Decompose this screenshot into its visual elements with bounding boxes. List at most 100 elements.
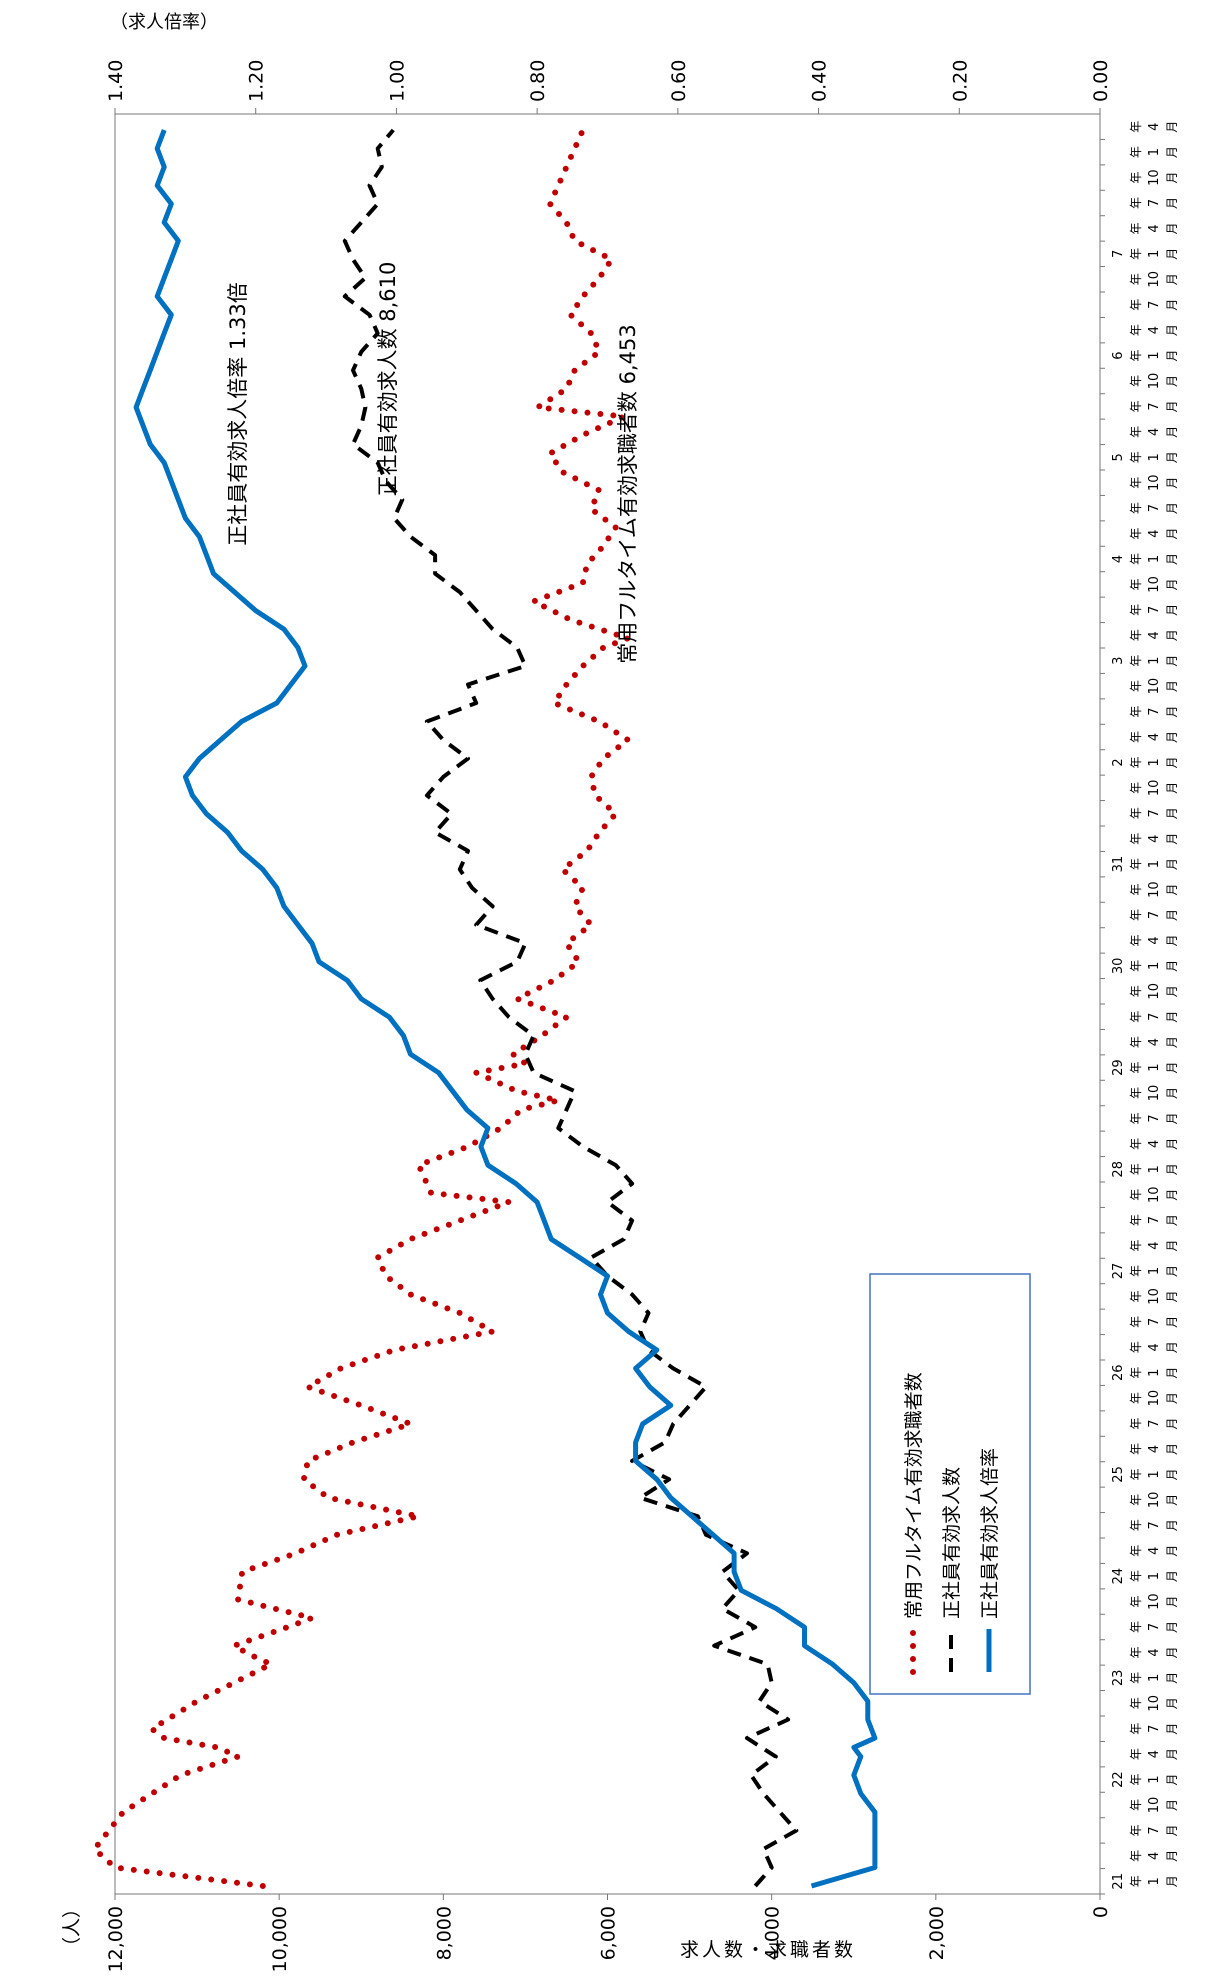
x-axis-month-char: 月 [1165,884,1179,896]
x-axis-month-label: 7 [1147,1826,1162,1834]
x-axis-year-char: 年 [1129,1468,1143,1480]
x-axis-month-char: 月 [1165,350,1179,362]
x-axis-month-label: 4 [1147,835,1162,843]
legend-entry-label: 正社員有効求人数 [941,1467,963,1619]
right-axis-tick-label: 0.20 [949,60,971,102]
x-axis-year-char: 年 [1129,934,1143,946]
x-axis-month-label: 10 [1147,1593,1162,1610]
x-axis-month-label: 1 [1147,860,1162,868]
x-axis-month-char: 月 [1165,756,1179,768]
x-axis-year-char: 年 [1129,782,1143,794]
x-axis-month-char: 月 [1165,172,1179,184]
right-axis-tick-label: 0.80 [527,60,549,102]
x-axis-month-char: 月 [1165,121,1179,133]
left-axis-tick-label: 12,000 [105,1906,127,1972]
x-axis-year-label: 22 [1111,1771,1126,1788]
x-axis-month-label: 1 [1147,453,1162,461]
x-axis-month-label: 4 [1147,1343,1162,1351]
x-axis-year-char: 年 [1129,1138,1143,1150]
x-axis-month-char: 月 [1165,1367,1179,1379]
x-axis-month-char: 月 [1165,1545,1179,1557]
x-axis-year-label: 25 [1111,1466,1126,1483]
x-axis-month-char: 月 [1165,909,1179,921]
x-axis-month-label: 7 [1147,1623,1162,1631]
x-axis-year-char: 年 [1129,222,1143,234]
x-axis-month-char: 月 [1165,477,1179,489]
x-axis-year-char: 年 [1129,1036,1143,1048]
x-axis-year-label: 6 [1111,351,1126,359]
x-axis-month-label: 1 [1147,1063,1162,1071]
x-axis-month-label: 1 [1147,1572,1162,1580]
x-axis-year-char: 年 [1129,731,1143,743]
x-axis-month-label: 4 [1147,631,1162,639]
x-axis-month-label: 10 [1147,983,1162,1000]
x-axis-month-label: 7 [1147,1216,1162,1224]
x-axis-year-char: 年 [1129,1392,1143,1404]
x-axis-year-char: 年 [1129,1367,1143,1379]
x-axis-year-label: 2 [1111,758,1126,766]
x-axis-year-char: 年 [1129,1850,1143,1862]
series-line-2 [342,128,799,1888]
x-axis-month-label: 4 [1147,326,1162,334]
right-axis-unit-label: （求人倍率） [110,12,218,33]
x-axis-year-char: 年 [1129,1341,1143,1353]
left-axis-tick-label: 2,000 [926,1906,948,1960]
x-axis-month-label: 10 [1147,1390,1162,1407]
legend-box [869,1273,1031,1695]
x-axis-year-label: 27 [1111,1263,1126,1280]
x-axis-month-char: 月 [1165,1774,1179,1786]
x-axis-year-char: 年 [1129,1316,1143,1328]
x-axis-month-label: 10 [1147,881,1162,898]
x-axis-month-char: 月 [1165,1062,1179,1074]
x-axis-month-label: 10 [1147,678,1162,695]
x-axis-month-char: 月 [1165,1265,1179,1277]
x-axis-year-char: 年 [1129,655,1143,667]
x-axis-year-char: 年 [1129,146,1143,158]
x-axis-year-char: 年 [1129,553,1143,565]
x-axis-year-char: 年 [1129,909,1143,921]
x-axis-year-char: 年 [1129,604,1143,616]
right-axis-tick-label: 1.20 [246,60,268,102]
x-axis-year-label: 30 [1111,958,1126,975]
x-axis-year-char: 年 [1129,1646,1143,1658]
x-axis-year-char: 年 [1129,756,1143,768]
left-axis-tick-label: 10,000 [269,1906,291,1972]
x-axis-month-label: 10 [1147,780,1162,797]
x-axis-month-label: 1 [1147,758,1162,766]
x-axis-year-char: 年 [1129,1799,1143,1811]
x-axis-year-char: 年 [1129,858,1143,870]
x-axis-month-label: 7 [1147,199,1162,207]
right-axis-tick-label: 0.60 [668,60,690,102]
x-axis-year-char: 年 [1129,426,1143,438]
x-axis-month-label: 1 [1147,1165,1162,1173]
x-axis-year-char: 年 [1129,324,1143,336]
x-axis-month-char: 月 [1165,731,1179,743]
annotation-label: 常用フルタイム有効求職者数 6,453 [616,324,640,663]
x-axis-month-char: 月 [1165,451,1179,463]
x-axis-year-label: 21 [1111,1873,1126,1890]
x-axis-year-char: 年 [1129,528,1143,540]
left-axis-tick-label: 8,000 [433,1906,455,1960]
x-axis-month-char: 月 [1165,1011,1179,1023]
x-axis-year-label: 4 [1111,555,1126,563]
x-axis-year-char: 年 [1129,400,1143,412]
x-axis-month-char: 月 [1165,1748,1179,1760]
x-axis-month-label: 1 [1147,555,1162,563]
x-axis-month-char: 月 [1165,553,1179,565]
x-axis-month-char: 月 [1165,1596,1179,1608]
x-axis-month-label: 10 [1147,169,1162,186]
x-axis-year-label: 3 [1111,657,1126,665]
x-axis-month-label: 10 [1147,373,1162,390]
x-axis-month-label: 4 [1147,123,1162,131]
x-axis-month-char: 月 [1165,400,1179,412]
left-axis-tick-label: 0 [1090,1906,1112,1918]
x-axis-month-label: 7 [1147,1013,1162,1021]
x-axis-year-char: 年 [1129,273,1143,285]
x-axis-month-char: 月 [1165,1240,1179,1252]
left-axis-unit-label: （人） [61,1899,83,1956]
x-axis-month-label: 1 [1147,148,1162,156]
x-axis-month-label: 1 [1147,1674,1162,1682]
x-axis-year-char: 年 [1129,248,1143,260]
x-axis-month-char: 月 [1165,1468,1179,1480]
x-axis-month-label: 7 [1147,301,1162,309]
